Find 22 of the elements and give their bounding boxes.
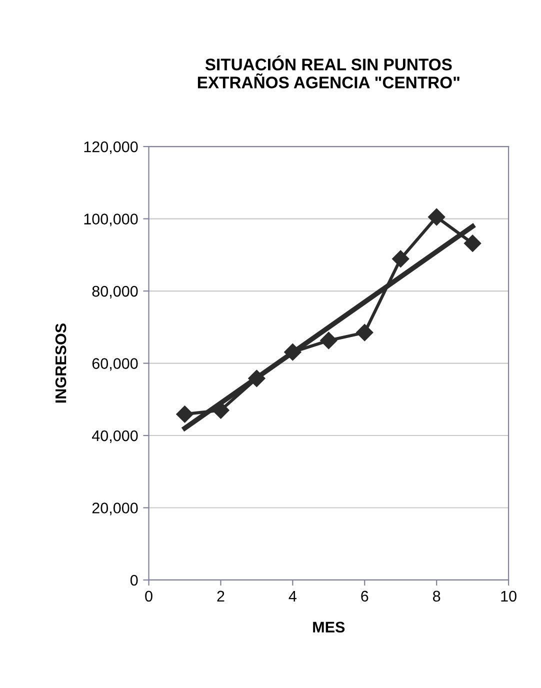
point [464, 234, 482, 252]
x-tick-label: 4 [288, 590, 296, 602]
y-tick-label: 20,000 [92, 502, 138, 516]
y-tick-label: 60,000 [92, 358, 138, 371]
x-tick-label: 2 [217, 590, 224, 602]
x-tick-label: 8 [433, 590, 440, 602]
point [320, 332, 338, 350]
y-axis-title: INGRESOS [55, 324, 66, 403]
chart-title: SITUACIÓN REAL SIN PUNTOS EXTRAÑOS AGENCIA "CENTRO" [198, 55, 460, 88]
x-tick-label: 0 [145, 590, 152, 602]
x-tick-label: 10 [501, 590, 516, 602]
y-tick-label: 120,000 [84, 141, 138, 154]
x-axis-title: MES [313, 622, 345, 633]
point [428, 208, 446, 226]
point [176, 406, 194, 423]
point [356, 324, 374, 342]
y-tick-label: 40,000 [92, 430, 138, 443]
y-tick-label: 80,000 [92, 286, 138, 299]
point [392, 250, 410, 268]
x-tick-label: 6 [361, 590, 368, 602]
y-tick-label: 100,000 [84, 214, 138, 226]
y-tick-label: 0 [130, 574, 138, 586]
